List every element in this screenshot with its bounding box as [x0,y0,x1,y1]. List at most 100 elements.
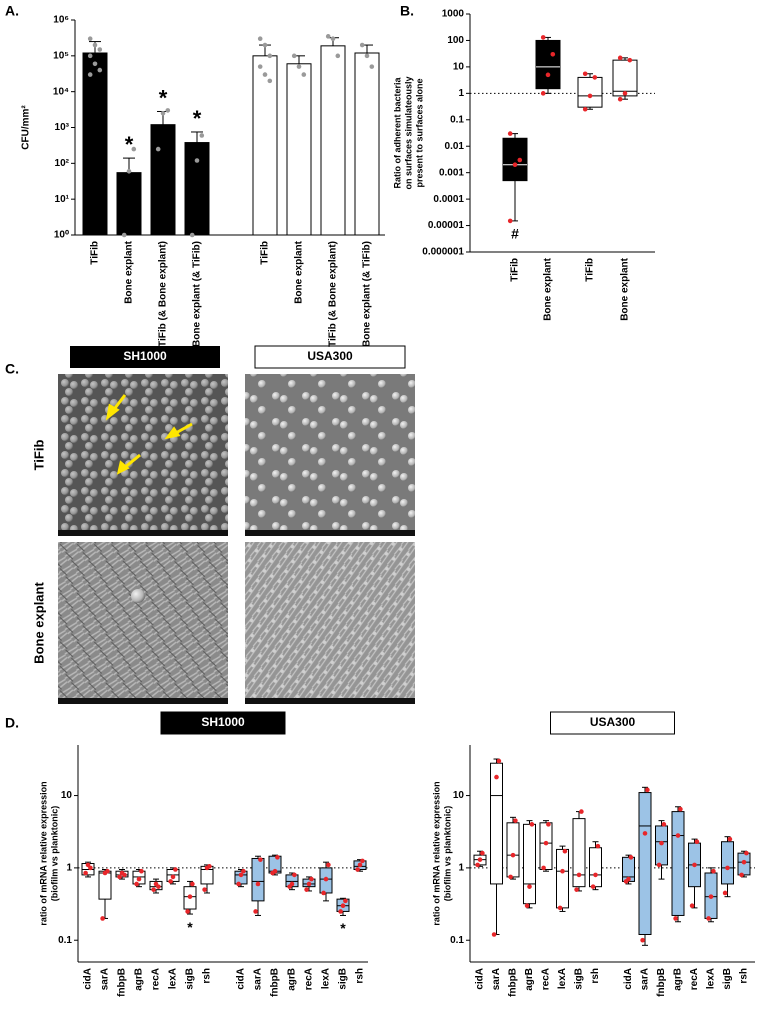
data-point [289,881,295,887]
data-point [513,818,518,823]
bar [184,142,210,236]
x-tick-label: rsh [590,968,601,984]
y-tick-label: 0.001 [439,167,464,178]
data-point [510,852,516,858]
annotation: * [340,920,346,936]
panel-label: B. [400,3,414,19]
data-point [340,903,346,909]
data-point [189,232,195,238]
data-point [343,898,348,904]
data-point [475,862,480,868]
y-tick-label: 0.01 [445,141,465,152]
data-point [617,55,623,61]
data-point [258,857,263,862]
data-point [267,78,273,84]
data-point [593,872,598,878]
column-header: SH1000 [123,349,167,363]
y-tick-label: 10 [453,62,465,73]
data-point [301,72,307,77]
data-point [557,905,563,911]
box [539,822,553,871]
data-point [708,894,714,899]
scale-strip [58,530,228,536]
data-point [292,872,297,878]
x-tick-label: TiFib [260,241,271,265]
data-point [97,67,103,73]
x-tick-label: recA [689,968,700,990]
y-tick-label: 0.000001 [422,247,464,258]
column-header-box [254,345,406,369]
sem-image [245,374,415,536]
bar [150,124,176,236]
y-axis-title: on surfaces simulateously [403,76,413,189]
x-tick-label: lexA [321,968,332,989]
data-point [661,822,667,827]
data-point [87,72,93,77]
x-tick-label: sigB [722,968,733,990]
data-point [627,57,633,63]
x-tick-label: Bone explant [124,240,135,303]
box [671,811,685,916]
annotation: * [193,106,202,131]
y-axis-title: present to surfaces alone [414,78,424,187]
y-axis-title: (biofilm vs planktonic) [49,806,59,902]
bar [116,172,142,236]
y-tick-label: 0.00001 [428,220,465,231]
data-point [617,96,623,102]
column-header: USA300 [307,349,353,363]
box [490,762,503,885]
data-point [92,61,98,67]
arrow-head [116,460,130,475]
x-tick-label: TiFib [585,258,596,282]
data-point [306,881,312,887]
data-point [326,862,331,868]
data-point [194,158,200,163]
box [98,870,112,900]
data-point [360,858,365,864]
box [234,870,248,885]
x-tick-label: cidA [623,968,634,990]
data-point [626,876,631,882]
data-point [560,868,565,874]
y-tick-label: 0.1 [58,935,72,946]
annotation: * [159,85,168,110]
x-tick-label: Bone explant [620,257,631,320]
annotation: * [187,919,193,935]
x-tick-label: TiFib [510,258,521,282]
data-point [477,857,483,862]
data-point [659,840,664,846]
data-point [165,108,171,113]
data-point [507,218,513,224]
data-point [304,887,309,892]
y-tick-label: 0.1 [450,935,464,946]
y-axis-title: CFU/mm² [21,105,32,150]
data-point [628,855,634,860]
data-point [134,881,139,887]
data-point [711,868,716,874]
data-point [262,72,268,77]
data-point [325,34,331,39]
arrow-head [164,426,181,440]
data-point [202,887,207,892]
data-point [83,870,88,876]
data-point [622,91,628,96]
sem-image [58,374,228,536]
data-point [357,862,363,868]
data-point [369,64,375,69]
title-box [160,711,286,735]
data-point [262,42,268,48]
data-point [694,839,700,845]
x-tick-label: Bone explant (& TiFib) [192,241,203,347]
x-tick-label: sigB [574,968,585,990]
y-tick-label: 10⁶ [53,15,69,26]
data-point [97,47,103,52]
data-point [296,64,302,69]
y-axis-title: ratio of mRNA relative expression [431,781,441,925]
data-point [507,131,513,136]
data-point [335,53,341,59]
x-tick-label: cidA [83,968,94,990]
data-point [156,884,161,889]
data-point [151,887,156,892]
data-point [678,806,683,812]
